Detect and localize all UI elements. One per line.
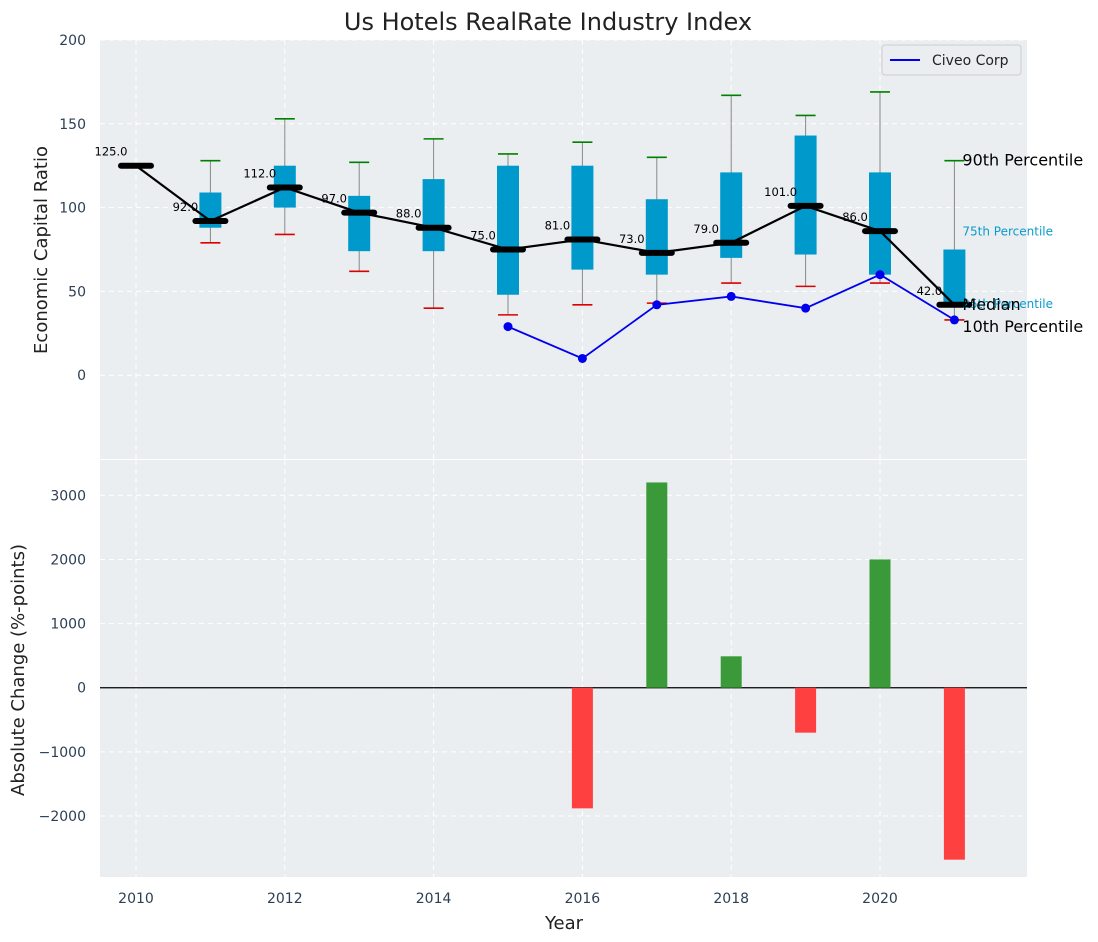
median-value-label: 125.0 bbox=[95, 145, 128, 159]
top-y-axis-title: Economic Capital Ratio bbox=[31, 146, 52, 354]
median-value-label: 97.0 bbox=[321, 192, 347, 206]
percentile-annotations: 75th Percentile 25th Percentile 90th Perce… bbox=[962, 151, 1083, 336]
bottom-y-tick: −1000 bbox=[39, 745, 86, 761]
x-tick: 2012 bbox=[267, 891, 303, 907]
civeo-point bbox=[577, 353, 587, 363]
top-y-tick: 150 bbox=[59, 117, 86, 133]
top-y-tick: 0 bbox=[77, 368, 86, 384]
p75-annotation: 75th Percentile bbox=[962, 225, 1053, 239]
x-tick: 2018 bbox=[713, 891, 749, 907]
p90-annotation: 90th Percentile bbox=[962, 151, 1083, 170]
x-axis-title: Year bbox=[544, 913, 584, 934]
legend-label: Civeo Corp bbox=[932, 53, 1009, 69]
change-bar bbox=[720, 656, 742, 688]
bottom-y-tick: 1000 bbox=[50, 617, 86, 633]
iqr-box bbox=[497, 165, 519, 295]
median-value-label: 86.0 bbox=[842, 210, 868, 224]
change-bar bbox=[795, 687, 817, 733]
legend: Civeo Corp bbox=[881, 44, 1022, 76]
iqr-box bbox=[720, 172, 743, 258]
civeo-point bbox=[875, 270, 885, 280]
median-annotation: Median bbox=[962, 295, 1020, 314]
change-bar bbox=[646, 482, 668, 688]
median-value-label: 88.0 bbox=[396, 207, 422, 221]
iqr-box bbox=[348, 195, 371, 252]
median-value-label: 101.0 bbox=[764, 185, 797, 199]
bottom-y-tick: 3000 bbox=[50, 488, 86, 504]
change-bar bbox=[869, 559, 891, 688]
median-value-label: 92.0 bbox=[173, 200, 199, 214]
civeo-point bbox=[503, 322, 513, 332]
median-value-label: 42.0 bbox=[917, 284, 943, 298]
change-bar bbox=[571, 687, 593, 809]
bottom-y-tick: 2000 bbox=[50, 552, 86, 568]
change-bars bbox=[571, 482, 965, 860]
civeo-point bbox=[652, 300, 662, 310]
x-tick: 2010 bbox=[118, 891, 154, 907]
bottom-y-tick: −2000 bbox=[39, 809, 86, 825]
percentile-boxes bbox=[199, 91, 966, 321]
civeo-series bbox=[503, 270, 959, 363]
iqr-box bbox=[645, 199, 668, 275]
bottom-y-tick: 0 bbox=[77, 681, 86, 697]
median-value-label: 73.0 bbox=[619, 232, 645, 246]
p25-annotation: 25th Percentile bbox=[962, 297, 1053, 311]
median-value-label: 81.0 bbox=[545, 218, 571, 232]
median-value-label: 112.0 bbox=[243, 166, 276, 180]
change-bar bbox=[943, 687, 965, 860]
bottom-y-axis-title: Absolute Change (%-points) bbox=[8, 544, 29, 796]
iqr-box bbox=[422, 179, 445, 252]
civeo-point bbox=[801, 303, 811, 313]
p10-annotation: 10th Percentile bbox=[962, 317, 1083, 336]
top-y-tick: 200 bbox=[59, 33, 86, 49]
x-tick: 2020 bbox=[862, 891, 898, 907]
median-series bbox=[118, 162, 973, 308]
iqr-box bbox=[869, 172, 891, 275]
median-value-label: 79.0 bbox=[693, 222, 719, 236]
civeo-point bbox=[726, 291, 736, 301]
median-value-labels: 125.0 92.0 112.0 97.0 88.0 75.0 81.0 73.0 79.0 10… bbox=[95, 145, 943, 298]
iqr-box bbox=[943, 249, 966, 304]
x-tick: 2014 bbox=[416, 891, 452, 907]
median-line bbox=[135, 164, 956, 306]
civeo-point bbox=[949, 315, 959, 325]
top-y-tick: 50 bbox=[68, 284, 86, 300]
median-value-label: 75.0 bbox=[470, 229, 496, 243]
iqr-box bbox=[794, 135, 817, 255]
chart-title: Us Hotels RealRate Industry Index bbox=[344, 8, 752, 36]
axis-ticks: 0 50 100 150 200 −2000 −1000 0 1000 2000 3000 2010 2… bbox=[39, 33, 898, 907]
iqr-box bbox=[571, 165, 594, 270]
x-tick: 2016 bbox=[565, 891, 601, 907]
top-y-tick: 100 bbox=[59, 201, 86, 217]
